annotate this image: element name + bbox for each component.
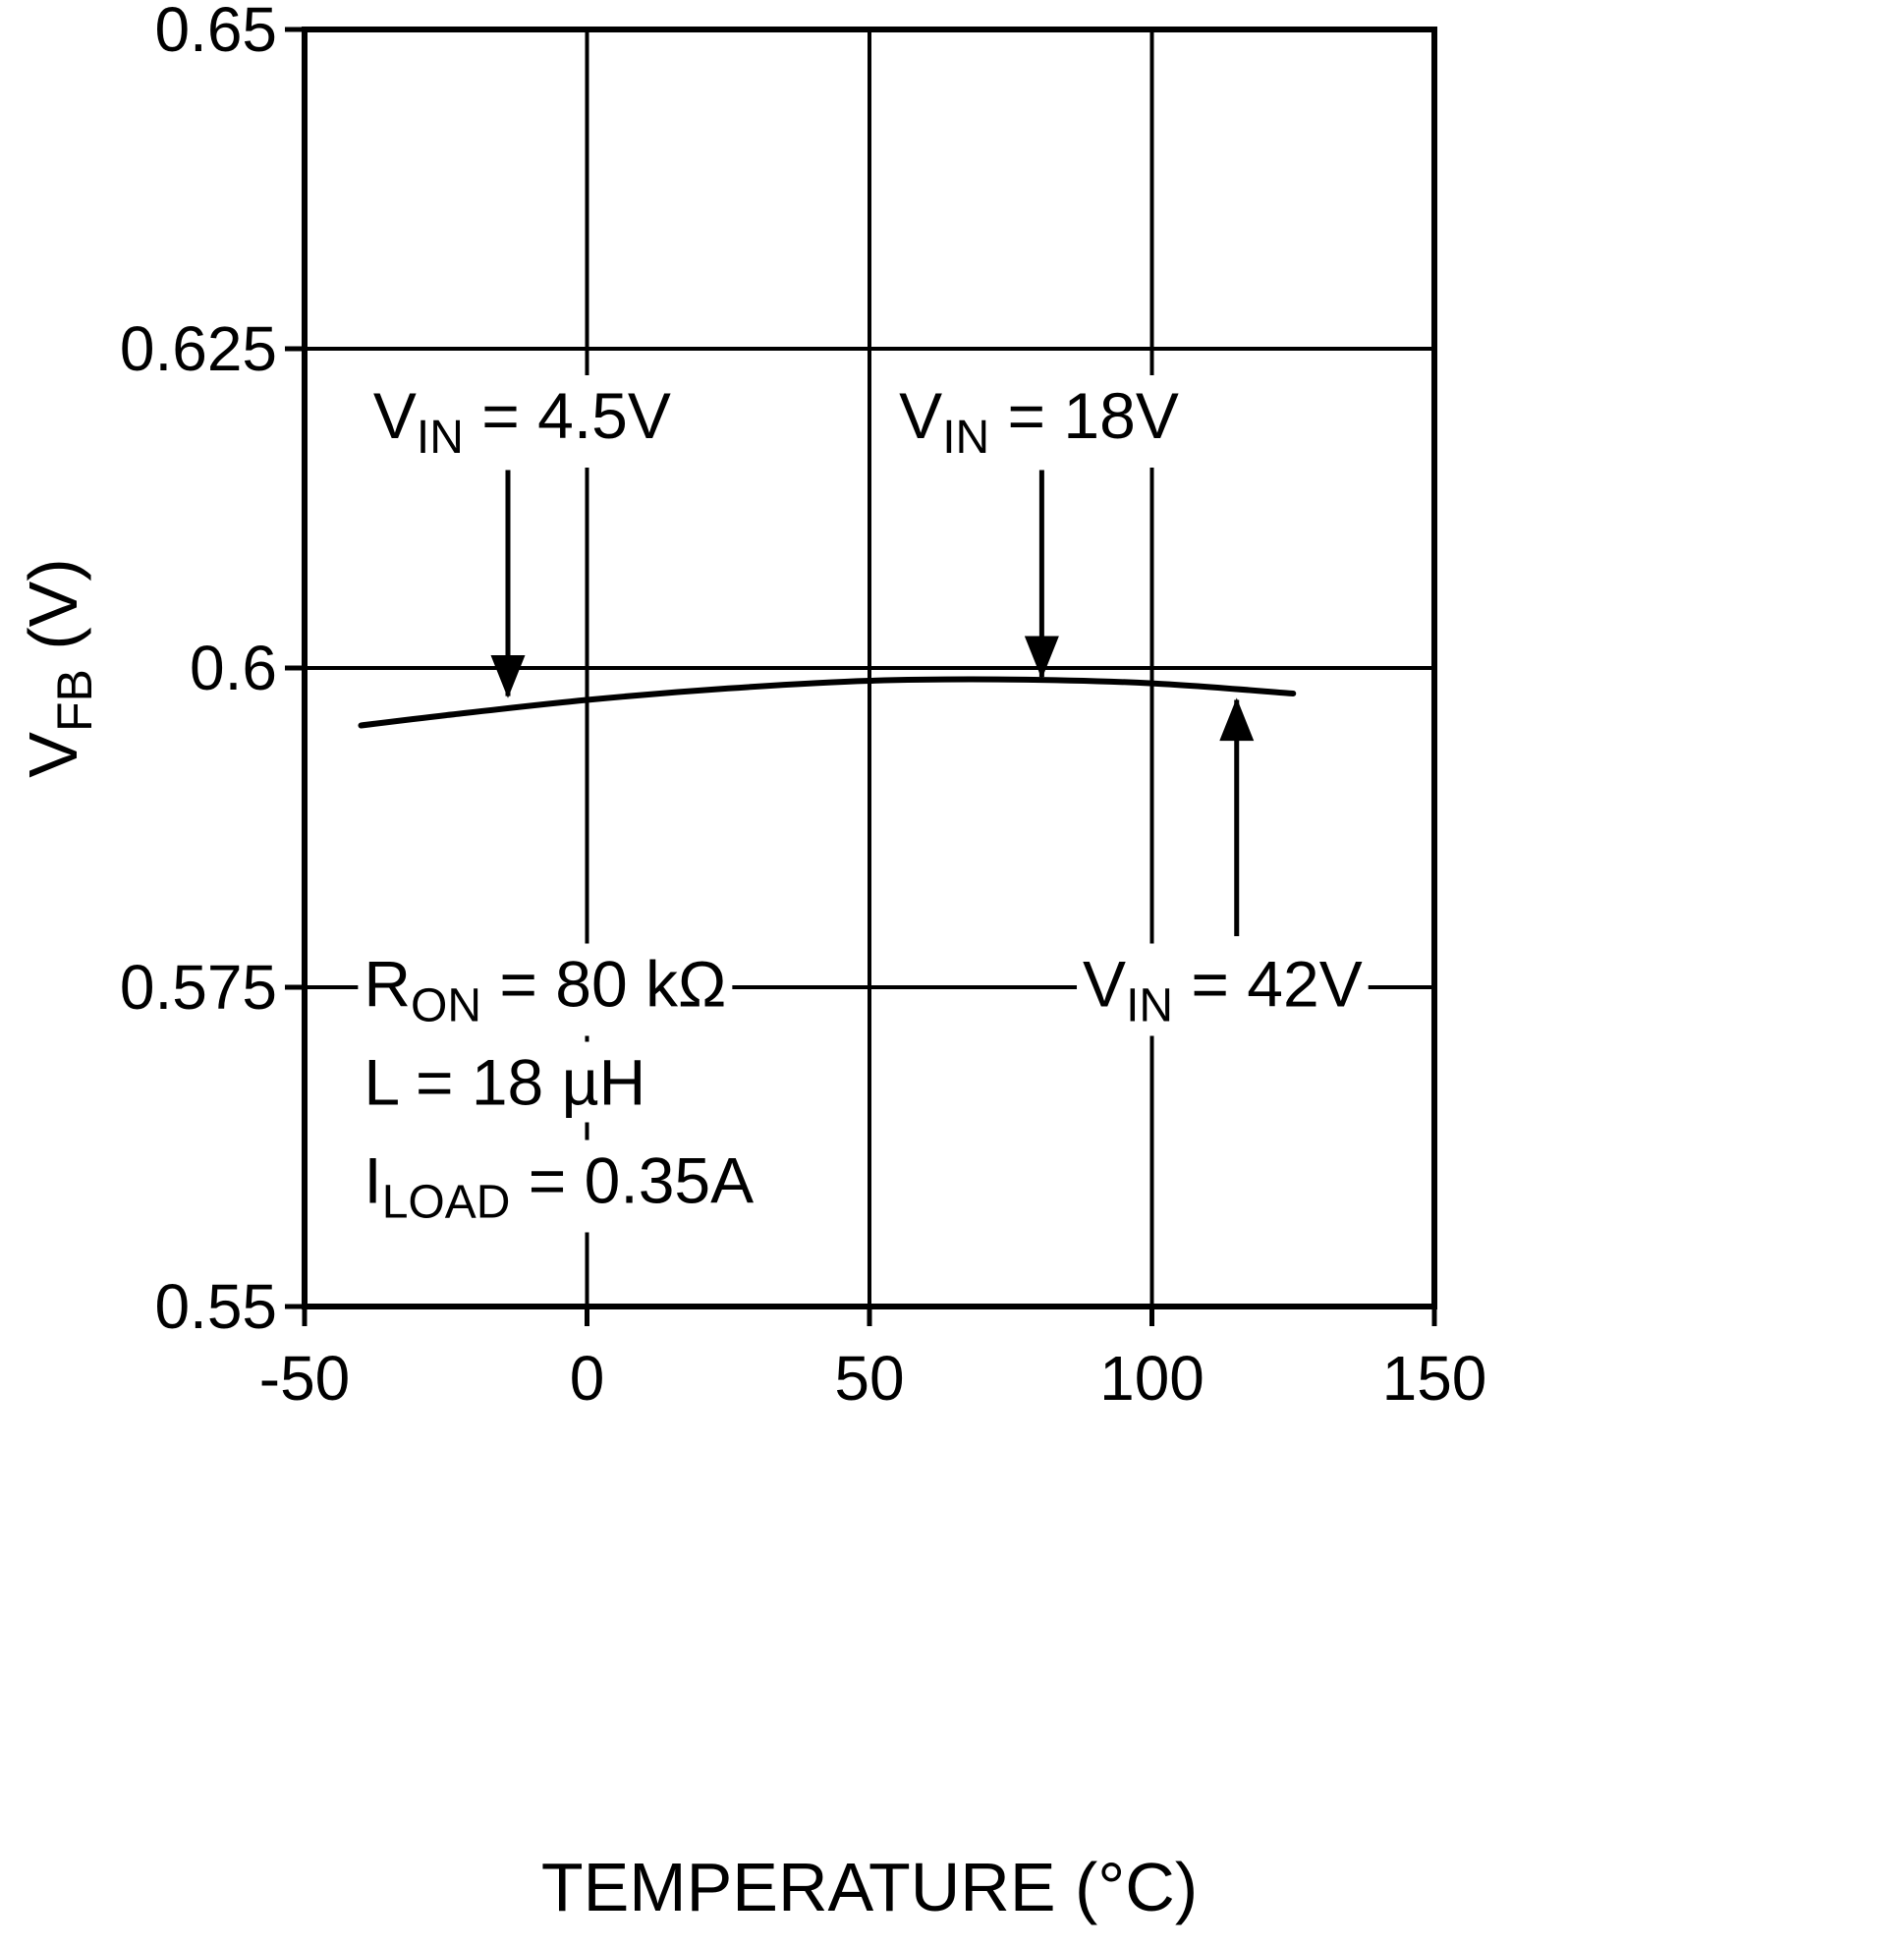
x-tick-label: 50: [834, 1343, 904, 1414]
label-background: [358, 1140, 760, 1233]
label-background: [358, 1041, 652, 1123]
subscript: LOAD: [382, 1177, 511, 1229]
y-tick-label: 0.65: [154, 0, 277, 65]
subscript: IN: [942, 412, 989, 464]
x-tick-label: 150: [1382, 1343, 1487, 1414]
annotation-label-vin-4p5v: VIN = 4.5V: [373, 379, 671, 464]
text-run: V: [1083, 948, 1126, 1021]
y-tick-label: 0.55: [154, 1271, 277, 1342]
x-axis-title: TEMPERATURE (°C): [541, 1849, 1198, 1925]
data-curve-layer: [358, 676, 1297, 729]
label-background: [893, 375, 1185, 468]
subscript: ON: [411, 980, 481, 1032]
text-run: = 80 kΩ: [481, 948, 726, 1021]
text-run: = 42V: [1173, 948, 1363, 1021]
conditions-line: ILOAD = 0.35A: [364, 1144, 754, 1229]
text-run: I: [364, 1144, 381, 1217]
y-axis-title: VFB (V): [15, 558, 102, 777]
subscript: IN: [417, 412, 464, 464]
tick-layer: -50 0 50 100 150 0.55 0.575 0.6 0.625 0.65: [120, 0, 1487, 1414]
x-tick-label: -50: [259, 1343, 351, 1414]
text-run: (V): [15, 558, 91, 669]
text-run: = 18V: [989, 379, 1179, 452]
text-run: V: [373, 379, 417, 452]
y-tick-label: 0.625: [120, 313, 277, 384]
annotation-arrow-layer: [490, 470, 1255, 936]
annotation-label-vin-18v: VIN = 18V: [899, 379, 1179, 464]
data-curve: [358, 676, 1297, 729]
x-tick-label: 0: [570, 1343, 605, 1414]
annotation-label-vin-42v: VIN = 42V: [1083, 948, 1363, 1032]
text-run: = 4.5V: [464, 379, 671, 452]
text-run: = 0.35A: [510, 1144, 754, 1217]
label-background: [1077, 943, 1369, 1036]
subscript: IN: [1126, 980, 1173, 1032]
text-run: L = 18 µH: [364, 1046, 645, 1119]
label-background: [366, 375, 677, 468]
y-axis-title-text: VFB (V): [15, 558, 102, 777]
conditions-line: L = 18 µH: [364, 1046, 645, 1119]
y-tick-label: 0.6: [190, 633, 277, 703]
conditions-line: RON = 80 kΩ: [364, 948, 726, 1032]
y-tick-label: 0.575: [120, 952, 277, 1023]
label-background: [358, 943, 733, 1036]
subscript: FB: [47, 669, 102, 732]
text-run: V: [15, 732, 91, 778]
x-tick-label: 100: [1099, 1343, 1204, 1414]
text-run: R: [364, 948, 411, 1021]
text-run: V: [899, 379, 942, 452]
